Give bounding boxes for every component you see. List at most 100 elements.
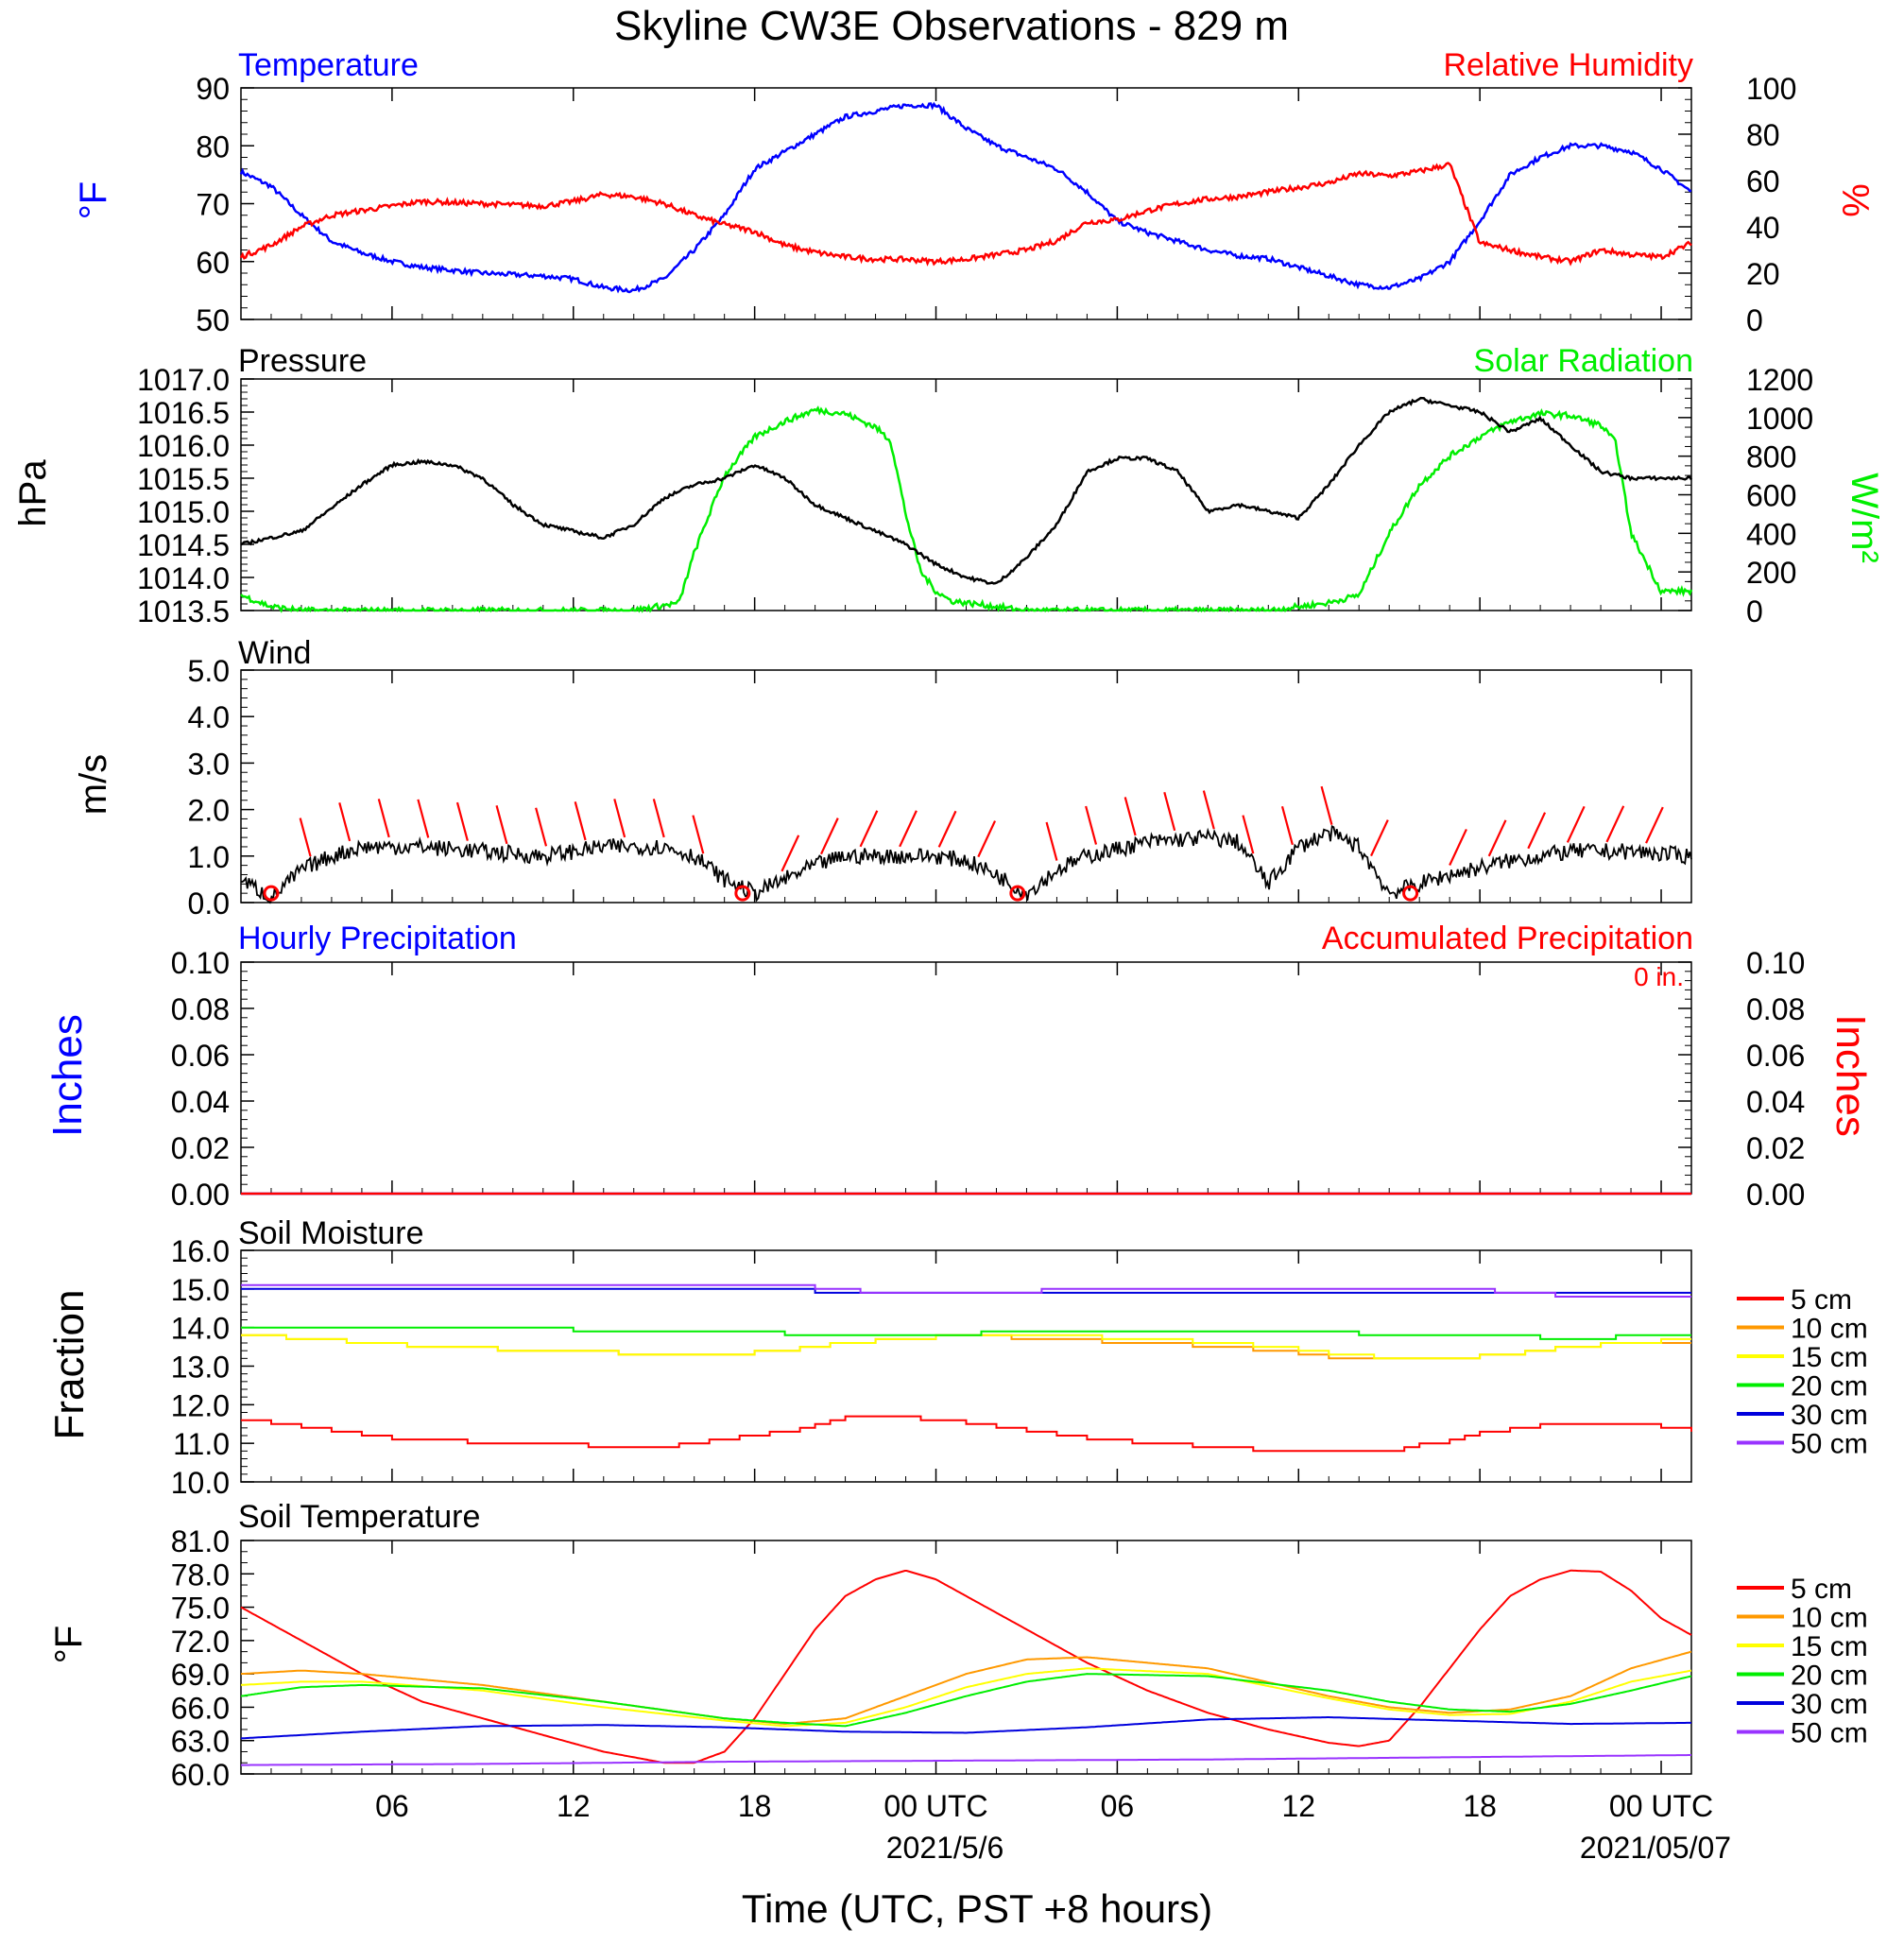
wind-left-ytick-label: 2.0 (188, 794, 230, 828)
wind-barb (692, 815, 705, 854)
wind-left-ytick-label: 3.0 (188, 747, 230, 781)
solar-title: Solar Radiation (1474, 343, 1693, 379)
soil-moisture-axis-label: Fraction (46, 1290, 93, 1440)
pres-left-ytick-label: 1016.5 (137, 396, 230, 430)
wind-barb (820, 818, 839, 855)
soil-temp-legend-label: 50 cm (1791, 1718, 1868, 1749)
wind-barb (299, 818, 312, 857)
soilt-left-ytick-label: 63.0 (171, 1725, 230, 1759)
soilm-left-ytick-label: 16.0 (171, 1234, 230, 1268)
wind-left-ytick-label: 1.0 (188, 840, 230, 874)
soilm-left-ytick-label: 13.0 (171, 1351, 230, 1385)
wind-barb (377, 799, 390, 838)
temp-left-ytick-label: 50 (196, 303, 230, 337)
wind-left-ytick-label: 4.0 (188, 700, 230, 734)
soil-moisture-50cm-line (241, 1283, 1691, 1298)
wind-left-ytick-label: 0.0 (188, 886, 230, 921)
accum-precip-title: Accumulated Precipitation (1322, 921, 1693, 956)
soil-moisture-legend-label: 10 cm (1791, 1314, 1868, 1345)
x-tick-label: 00 UTC (883, 1789, 987, 1823)
soil-moisture-legend-label: 30 cm (1791, 1400, 1868, 1431)
wind-barb (1124, 797, 1137, 836)
solar-axis-label: W/m² (1844, 473, 1885, 563)
panel-temperature-humidity: Temperature Relative Humidity °F % 50 60 7… (73, 47, 1876, 337)
hourly-precip-axis-label: Inches (44, 1014, 91, 1137)
soilm-left-ytick-label: 12.0 (171, 1388, 230, 1422)
soil-temp-axis-label: °F (48, 1626, 90, 1663)
wind-barb-calm (734, 885, 751, 902)
pres-left-ytick-label: 1017.0 (137, 363, 230, 397)
wind-title: Wind (238, 635, 311, 671)
soilt-left-ytick-label: 72.0 (171, 1625, 230, 1659)
soil-temp-legend-label: 10 cm (1791, 1603, 1868, 1634)
wind-barb (495, 804, 508, 845)
wind-speed-line (240, 824, 1692, 904)
precip-right-ytick-label: 0.08 (1746, 992, 1805, 1026)
temp-right-ytick-label: 40 (1746, 211, 1780, 245)
pres-right-ytick-label: 0 (1746, 594, 1763, 628)
soil-temp-30cm-line (240, 1716, 1691, 1740)
pres-right-ytick-label: 1000 (1746, 402, 1813, 436)
solar-line (240, 405, 1693, 613)
soil-moisture-legend-label: 5 cm (1791, 1284, 1852, 1316)
wind-barb (899, 810, 918, 848)
x-tick-label: 12 (1281, 1789, 1315, 1823)
wind-barb-calm (1402, 885, 1419, 902)
wind-barb (937, 810, 957, 848)
soil-temp-legend-label: 5 cm (1791, 1574, 1852, 1605)
temperature-line (239, 101, 1692, 294)
wind-barb (1320, 785, 1333, 825)
pres-left-ytick-label: 1015.5 (137, 462, 230, 496)
wind-barb (1645, 806, 1664, 844)
precip-right-ytick-label: 0.02 (1746, 1131, 1805, 1165)
soil-moisture-legend-label: 50 cm (1791, 1429, 1868, 1460)
wind-barb (574, 801, 587, 841)
temp-right-ytick-label: 100 (1746, 72, 1796, 106)
temp-left-ytick-label: 80 (196, 129, 230, 164)
wind-barb (1280, 805, 1294, 846)
accum-precip-axis-label: Inches (1827, 1014, 1874, 1137)
wind-barb (1242, 815, 1255, 854)
soilt-left-ytick-label: 75.0 (171, 1592, 230, 1626)
wind-axis-label: m/s (73, 754, 114, 815)
pres-left-ytick-label: 1016.0 (137, 429, 230, 463)
pres-left-ytick-label: 1014.5 (137, 528, 230, 562)
precip-right-ytick-label: 0.06 (1746, 1039, 1805, 1073)
soil-temp-legend-label: 30 cm (1791, 1689, 1868, 1720)
wind-barb (780, 835, 800, 872)
precip-left-ytick-label: 0.08 (171, 992, 230, 1026)
wind-barb (977, 820, 997, 858)
temperature-axis-label: °F (73, 181, 114, 219)
soilm-left-ytick-label: 14.0 (171, 1312, 230, 1346)
x-tick-label: 06 (375, 1789, 409, 1823)
soilt-left-ytick-label: 78.0 (171, 1558, 230, 1592)
temp-right-ytick-label: 80 (1746, 118, 1780, 152)
soil-temp-20cm-line (240, 1673, 1692, 1728)
wind-barb-calm (1009, 885, 1026, 902)
soil-moisture-legend-label: 15 cm (1791, 1342, 1868, 1373)
panel-soil-moisture: Soil Moisture Fraction 10.0 11.0 12.013.0 1… (46, 1215, 1868, 1500)
temp-right-ytick-label: 0 (1746, 303, 1763, 337)
soil-moisture-legend-label: 20 cm (1791, 1371, 1868, 1403)
pres-right-ytick-label: 1200 (1746, 363, 1813, 397)
wind-barb (1566, 805, 1586, 843)
soil-temp-15cm-line (240, 1667, 1692, 1728)
pres-frame (240, 378, 1692, 611)
soil-temp-legend-label: 20 cm (1791, 1661, 1868, 1692)
x-tick-label: 12 (557, 1789, 591, 1823)
wind-barb (338, 802, 352, 842)
panel-pressure-solar: Pressure Solar Radiation hPa W/m² 1013.5… (12, 343, 1885, 628)
temp-right-ytick-label: 60 (1746, 164, 1780, 198)
x-tick-label: 18 (1463, 1789, 1497, 1823)
soilt-left-ytick-label: 69.0 (171, 1658, 230, 1692)
wind-barb (1045, 821, 1058, 861)
chart-title: Skyline CW3E Observations - 829 m (614, 3, 1289, 49)
soil-moisture-20cm-line (241, 1326, 1691, 1340)
hourly-precip-title: Hourly Precipitation (238, 921, 517, 956)
soilm-left-ytick-label: 11.0 (173, 1427, 230, 1461)
wind-barb (1449, 828, 1467, 866)
wind-barb (1487, 819, 1507, 857)
wind-barb (417, 799, 430, 838)
wind-barb (613, 799, 626, 838)
